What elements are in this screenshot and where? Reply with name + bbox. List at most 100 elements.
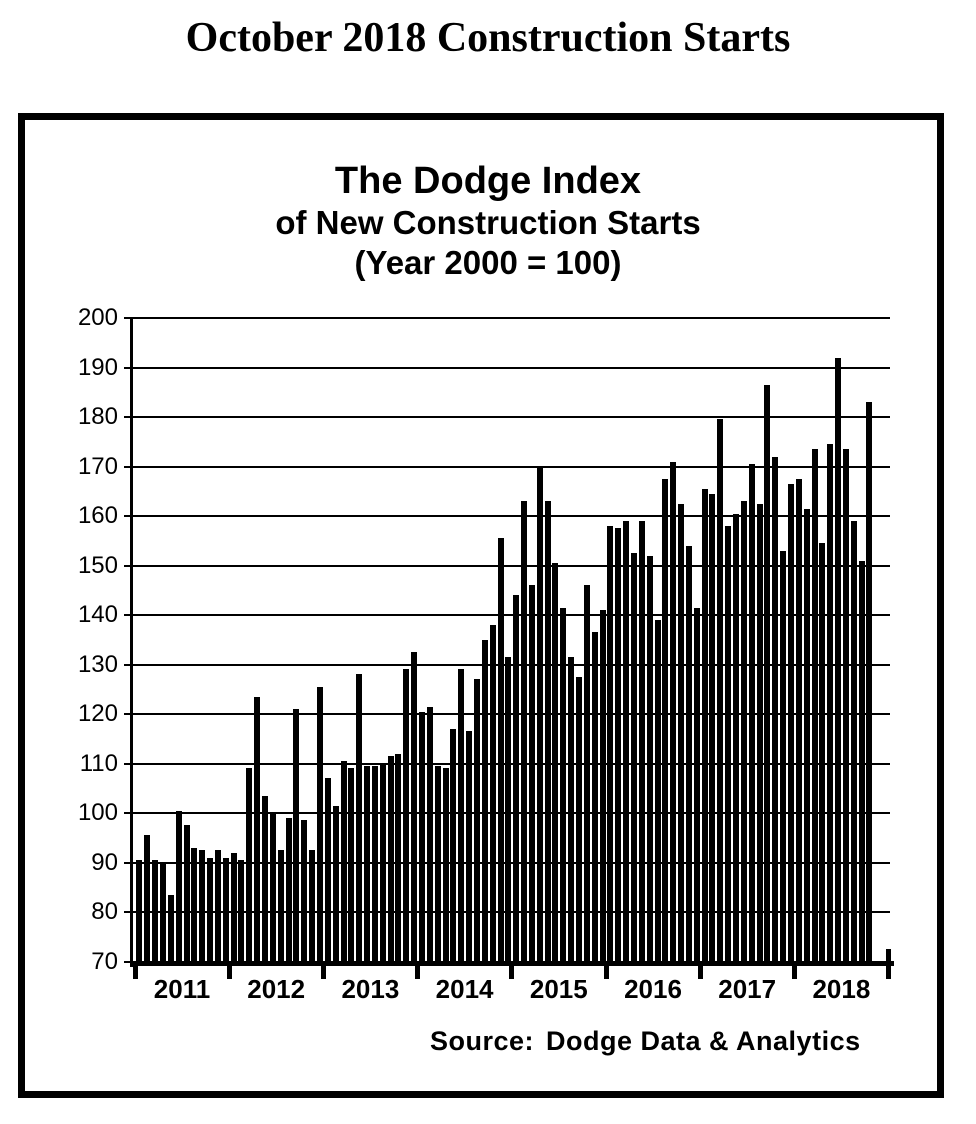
chart-title-line3: (Year 2000 = 100) [354, 244, 622, 281]
bar-2014-6 [458, 669, 465, 964]
bar-2015-10 [583, 585, 590, 964]
bar-2015-3 [528, 585, 535, 964]
bar-2011-3 [152, 860, 159, 964]
x-axis-year-tick-0 [132, 965, 138, 979]
y-axis-label-80: 80 [91, 898, 118, 925]
bar-2011-2 [144, 835, 151, 964]
bar-2012-4 [254, 696, 261, 964]
page-title: October 2018 Construction Starts [185, 15, 791, 61]
bar-2016-5 [638, 520, 645, 964]
bar-2014-11 [497, 538, 504, 964]
y-axis-label-200: 200 [77, 304, 118, 331]
bar-2011-6 [175, 810, 182, 964]
bar-2011-4 [159, 862, 166, 964]
bar-2012-7 [277, 850, 284, 964]
bar-2011-5 [167, 894, 174, 964]
bar-2013-12 [411, 652, 418, 964]
bar-2017-11 [780, 550, 787, 964]
y-axis-tick-100 [124, 812, 133, 814]
bar-2012-12 [316, 686, 323, 964]
source-value: Dodge Data & Analytics [546, 1026, 861, 1056]
bar-2013-10 [395, 753, 402, 964]
source-caption: Source: Dodge Data & Analytics [430, 1026, 861, 1057]
y-axis-tick-140 [124, 614, 133, 616]
y-axis-tick-170 [124, 465, 133, 468]
bar-2015-8 [568, 657, 575, 964]
bar-2012-6 [269, 813, 276, 964]
bar-2013-3 [340, 761, 347, 964]
bar-2016-1 [607, 525, 614, 964]
gridline-130 [133, 663, 890, 666]
bar-2015-5 [544, 501, 551, 964]
x-axis-label-2016: 2016 [624, 973, 682, 1004]
bar-2018-10 [866, 402, 873, 964]
y-axis-tick-80 [124, 911, 133, 913]
y-axis-tick-110 [124, 762, 133, 765]
bar-2016-10 [678, 503, 685, 964]
bar-2017-4 [725, 525, 732, 964]
x-axis-year-tick-3 [415, 965, 421, 979]
bar-2015-2 [521, 501, 528, 964]
bar-2017-1 [701, 488, 708, 964]
chart-title-line2: of New Construction Starts [275, 204, 701, 241]
bar-2013-9 [387, 756, 394, 964]
bar-2013-4 [348, 768, 355, 964]
bar-2018-8 [850, 520, 857, 964]
bar-2017-3 [717, 419, 724, 964]
bar-2011-11 [214, 850, 221, 964]
source-label: Source: [430, 1026, 535, 1056]
bar-2018-7 [842, 449, 849, 964]
bar-2014-9 [481, 639, 488, 964]
bar-2015-4 [536, 466, 543, 964]
bar-2011-8 [191, 847, 198, 964]
bar-2017-5 [733, 513, 739, 964]
bar-2017-7 [748, 464, 755, 964]
y-axis-label-100: 100 [77, 799, 118, 826]
bar-2015-1 [513, 595, 520, 964]
bar-2013-8 [379, 763, 386, 964]
bar-2015-6 [552, 563, 559, 964]
bar-2016-4 [630, 553, 637, 964]
bar-2012-9 [293, 709, 300, 964]
bar-2015-7 [560, 607, 567, 964]
y-axis-label-90: 90 [91, 848, 118, 876]
bar-2016-8 [662, 478, 669, 964]
bar-2014-4 [442, 768, 449, 964]
bar-2016-2 [615, 528, 622, 964]
bar-2014-10 [489, 624, 496, 964]
y-axis-tick-70 [124, 960, 133, 963]
x-axis-label-2018: 2018 [812, 973, 871, 1004]
bar-2016-6 [646, 555, 653, 964]
bar-2018-6 [835, 357, 842, 964]
bar-2018-2 [803, 508, 810, 964]
bar-2011-9 [199, 850, 206, 964]
y-axis-tick-190 [124, 366, 133, 369]
y-axis-label-110: 110 [79, 749, 118, 777]
y-axis-label-140: 140 [77, 601, 118, 628]
bar-2012-11 [309, 850, 316, 964]
bar-2013-5 [356, 674, 363, 964]
bar-2011-12 [222, 857, 229, 964]
gridline-110 [133, 762, 890, 765]
x-axis-label-2015: 2015 [529, 973, 588, 1004]
y-axis-tick-180 [124, 416, 133, 418]
bar-2013-11 [403, 669, 410, 964]
bar-2013-7 [371, 765, 378, 964]
bar-2014-3 [434, 765, 441, 964]
bar-2014-12 [505, 657, 512, 964]
bar-2014-8 [473, 679, 480, 964]
y-axis-tick-150 [124, 564, 133, 567]
y-axis-label-70: 70 [91, 947, 118, 975]
x-axis-label-2012: 2012 [247, 973, 306, 1004]
y-axis-label-120: 120 [77, 700, 118, 727]
bar-2011-7 [183, 825, 190, 964]
bar-2012-1 [230, 852, 237, 964]
bar-2015-9 [576, 676, 582, 964]
bar-2014-2 [426, 706, 433, 964]
bar-2014-1 [419, 711, 425, 964]
gridline-170 [133, 465, 890, 468]
x-axis-year-tick-5 [603, 965, 609, 979]
bar-2012-10 [301, 820, 308, 964]
bar-2017-12 [787, 483, 794, 964]
